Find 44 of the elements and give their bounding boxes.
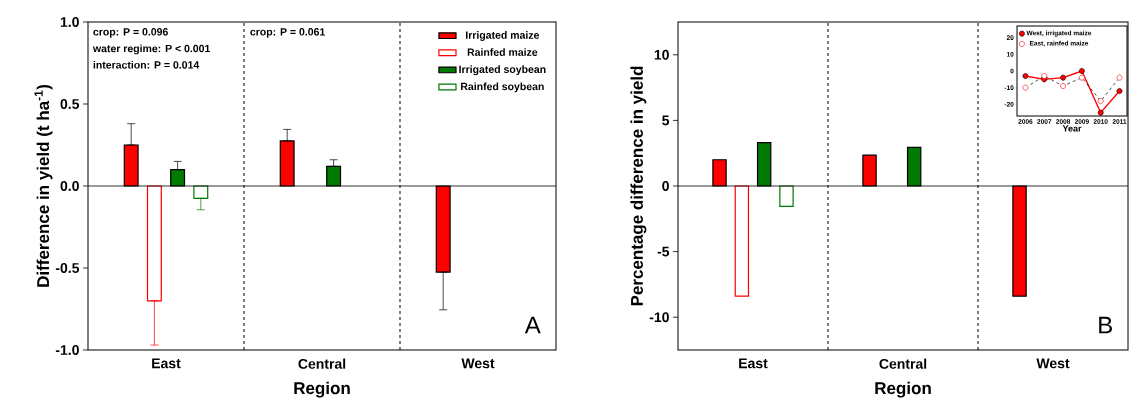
x-axis-title: Region (294, 381, 350, 398)
x-tick-label: Central (879, 358, 927, 369)
annotation: A (524, 316, 541, 334)
bar (734, 185, 750, 297)
x-axis-title: Year (1062, 125, 1082, 132)
point (1060, 83, 1066, 89)
y-tick-label: 0.5 (60, 99, 80, 109)
point (1060, 74, 1066, 81)
point (1097, 109, 1104, 116)
point (1041, 73, 1048, 79)
x-tick-label: Central (298, 358, 346, 369)
point (1078, 74, 1085, 81)
annotation: interaction: P = 0.014 (93, 60, 200, 69)
y-tick-label: 5 (662, 115, 670, 126)
legend-label: Rainfed soybean (461, 82, 544, 93)
x-tick-label: East (739, 358, 768, 369)
y-tick-label: -1.0 (55, 345, 79, 355)
point (1022, 84, 1029, 91)
point (1078, 68, 1085, 74)
annotation: water regime: P < 0.001 (92, 44, 211, 55)
x-tick-label: West (1036, 358, 1070, 369)
point (1022, 73, 1029, 79)
legend-label: Irrigated soybean (459, 65, 546, 76)
y-axis-title: Difference in yield (t ha$^{-1}$) (34, 84, 53, 287)
x-axis-title: Region (875, 381, 931, 398)
point (1116, 74, 1123, 81)
y-tick-label: 10 (654, 49, 669, 60)
point (1097, 98, 1104, 104)
x-tick-label: East (152, 358, 181, 369)
y-tick-label: -5 (657, 246, 670, 257)
y-tick-label: -0.5 (55, 263, 80, 273)
y-axis-title: Percentage difference in yield (630, 66, 647, 306)
point (1116, 88, 1123, 94)
y-tick-label: 0 (662, 181, 669, 191)
legend-label: Irrigated maize (466, 31, 540, 41)
y-tick-label: 1.0 (60, 17, 79, 27)
x-tick-label: West (461, 358, 495, 369)
annotation: crop: P = 0.096 (93, 28, 168, 38)
y-tick-label: 0.0 (60, 181, 79, 191)
bar (779, 185, 794, 207)
annotation: crop: P = 0.061 (250, 28, 325, 38)
y-tick-label: -10 (649, 312, 669, 323)
legend-label: Rainfed maize (467, 48, 538, 56)
annotation: B (1099, 316, 1112, 334)
